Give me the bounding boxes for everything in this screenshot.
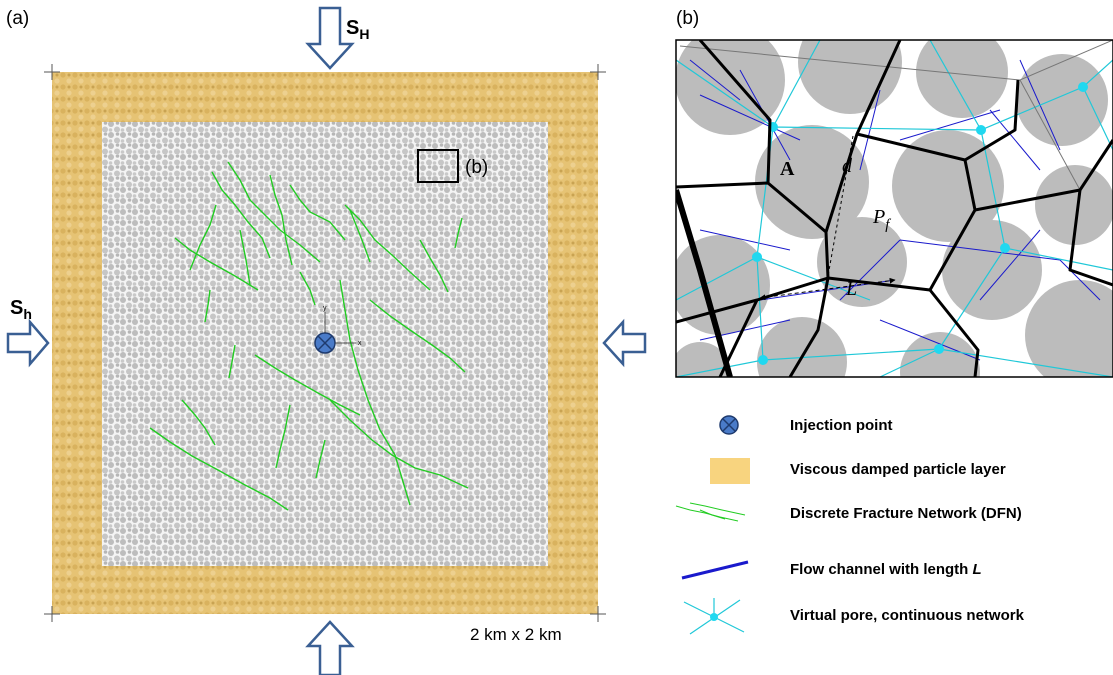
axis-label: x (358, 340, 362, 347)
inset-label: (b) (465, 157, 488, 178)
legend-text: Virtual pore, continuous network (790, 607, 1025, 624)
stress-symbol: S (10, 297, 23, 319)
legend-text: Flow channel with length L (790, 561, 982, 578)
stress-subscript: H (359, 26, 369, 42)
pore-network (670, 10, 1113, 412)
distance-label: d (842, 155, 853, 177)
pressure-symbol: P (872, 206, 885, 228)
axis-label: y (323, 305, 327, 312)
panel-label: (b) (676, 8, 699, 29)
legend-text: Injection point (790, 417, 893, 434)
legend-icon (710, 458, 750, 484)
scale-label: 2 km x 2 km (470, 625, 562, 644)
panel-label: (a) (6, 8, 29, 29)
stress-symbol: S (346, 17, 359, 39)
legend-icon (710, 613, 718, 621)
stress-label: Sh (10, 297, 32, 322)
legend-text: Flow channel with length (790, 561, 973, 578)
stress-subscript: h (23, 306, 32, 322)
length-label: L (845, 278, 857, 300)
pore-label: A (780, 158, 795, 180)
legend-text: Viscous damped particle layer (790, 461, 1006, 478)
stress-label: SH (346, 17, 369, 42)
figure: (a) y x (b) 2 km x 2 km SH Sh (b) A d (0, 0, 1113, 675)
legend-text: Discrete Fracture Network (DFN) (790, 505, 1022, 522)
legend-icon (676, 503, 745, 521)
legend-emphasis: L (973, 561, 982, 578)
legend-icon (682, 562, 748, 578)
